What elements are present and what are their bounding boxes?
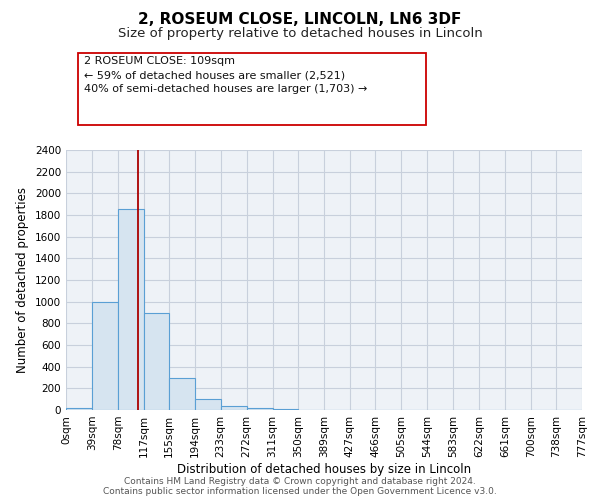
Text: 2 ROSEUM CLOSE: 109sqm
← 59% of detached houses are smaller (2,521)
40% of semi-: 2 ROSEUM CLOSE: 109sqm ← 59% of detached… <box>84 56 367 94</box>
Y-axis label: Number of detached properties: Number of detached properties <box>16 187 29 373</box>
Bar <box>92 302 118 410</box>
Bar <box>247 408 272 410</box>
Bar <box>195 399 221 410</box>
Bar <box>66 408 92 410</box>
Text: Contains HM Land Registry data © Crown copyright and database right 2024.: Contains HM Land Registry data © Crown c… <box>124 477 476 486</box>
Bar <box>143 312 169 410</box>
X-axis label: Distribution of detached houses by size in Lincoln: Distribution of detached houses by size … <box>177 462 471 475</box>
Text: Contains public sector information licensed under the Open Government Licence v3: Contains public sector information licen… <box>103 487 497 496</box>
Text: Size of property relative to detached houses in Lincoln: Size of property relative to detached ho… <box>118 28 482 40</box>
Bar <box>221 406 247 410</box>
Bar <box>118 208 143 410</box>
Bar <box>272 409 298 410</box>
Bar <box>169 378 195 410</box>
Text: 2, ROSEUM CLOSE, LINCOLN, LN6 3DF: 2, ROSEUM CLOSE, LINCOLN, LN6 3DF <box>139 12 461 28</box>
